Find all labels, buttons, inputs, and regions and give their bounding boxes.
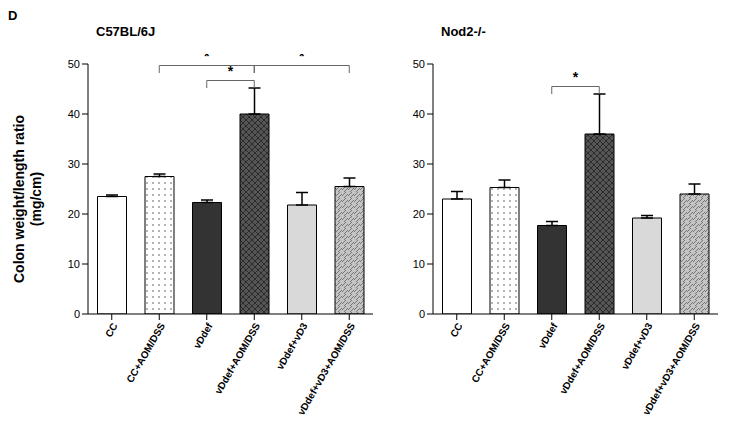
svg-text:vDdef+vD3: vDdef+vD3 [274, 321, 310, 372]
svg-text:0: 0 [419, 308, 425, 320]
svg-text:0: 0 [74, 308, 80, 320]
svg-text:10: 10 [413, 258, 425, 270]
html-text:C57BL/6J: C57BL/6J [96, 24, 156, 39]
svg-text:30: 30 [413, 158, 425, 170]
svg-text:CC: CC [103, 321, 120, 339]
svg-text:CC+AOM/DSS: CC+AOM/DSS [469, 321, 512, 385]
svg-text:vDdef+AOM/DSS: vDdef+AOM/DSS [557, 321, 607, 396]
svg-text:20: 20 [68, 208, 80, 220]
svg-text:vDdef+vD3+AOM/DSS: vDdef+vD3+AOM/DSS [640, 321, 702, 417]
svg-text:10: 10 [68, 258, 80, 270]
svg-text:30: 30 [68, 158, 80, 170]
svg-text:50: 50 [413, 58, 425, 70]
svg-text:20: 20 [413, 208, 425, 220]
svg-text:vDdef+vD3: vDdef+vD3 [619, 321, 655, 372]
html-text:Nod2-/-: Nod2-/- [441, 24, 486, 39]
svg-text:vDdef+AOM/DSS: vDdef+AOM/DSS [212, 321, 262, 396]
svg-text:40: 40 [68, 108, 80, 120]
svg-text:Colon weight/length ratio(mg/c: Colon weight/length ratio(mg/cm) [11, 115, 44, 283]
svg-text:50: 50 [68, 58, 80, 70]
svg-text:vDdef: vDdef [536, 320, 560, 350]
svg-text:40: 40 [413, 108, 425, 120]
svg-text:CC: CC [448, 321, 465, 339]
html-text:D: D [8, 8, 18, 23]
svg-text:vDdef: vDdef [191, 320, 215, 350]
svg-text:*: * [299, 54, 305, 64]
svg-text:*: * [573, 69, 579, 85]
svg-text:CC+AOM/DSS: CC+AOM/DSS [124, 321, 167, 385]
svg-text:vDdef+vD3+AOM/DSS: vDdef+vD3+AOM/DSS [295, 321, 357, 417]
svg-text:*: * [204, 54, 210, 64]
svg-text:*: * [228, 63, 234, 79]
